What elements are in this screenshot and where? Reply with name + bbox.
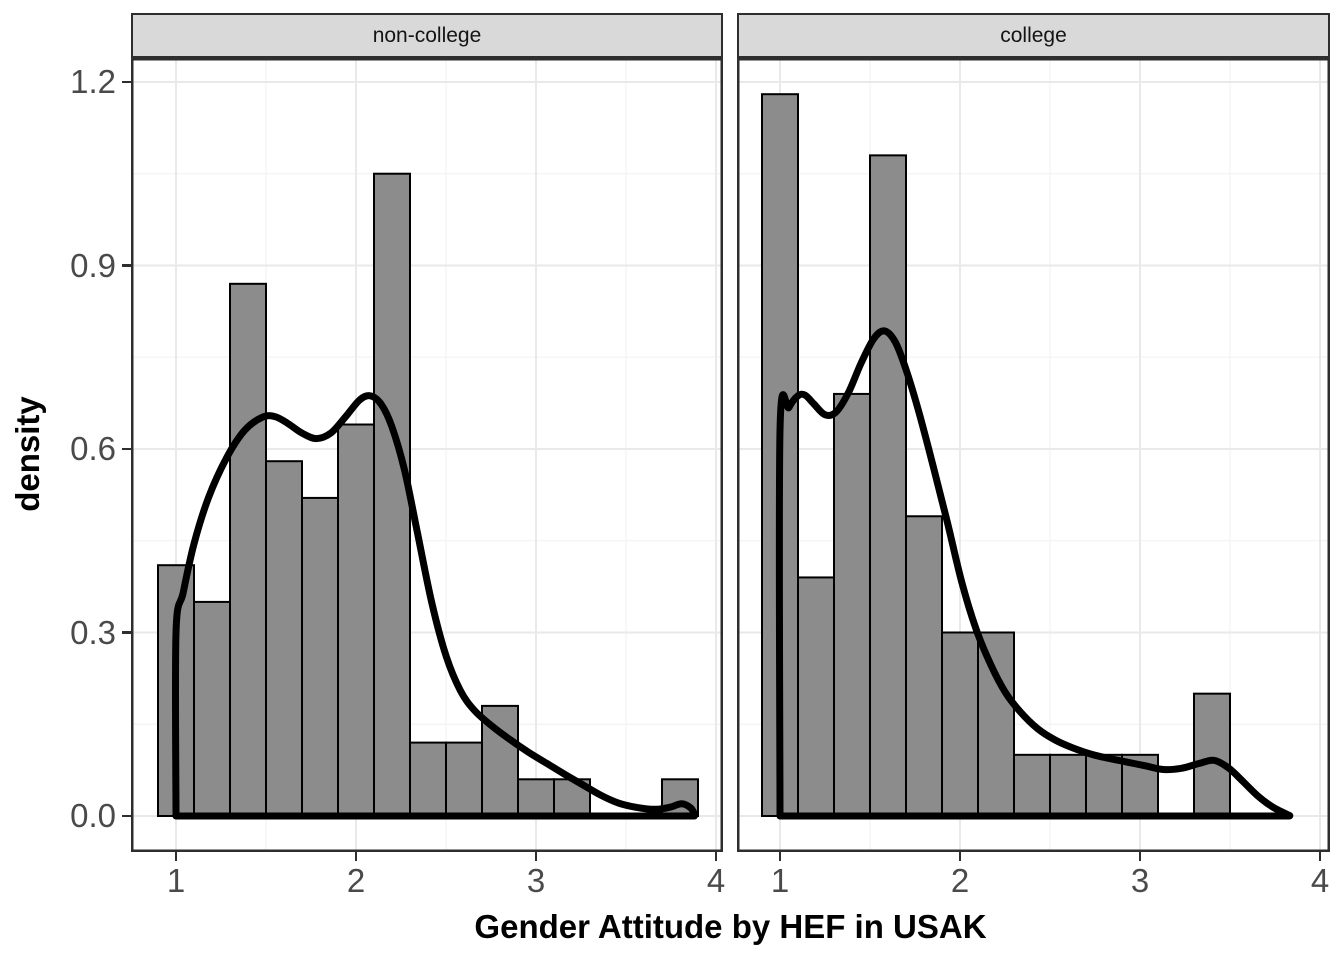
y-tick-label: 0.0 <box>70 797 116 834</box>
x-axis-tick <box>174 852 178 861</box>
facet-plot-college <box>737 58 1330 852</box>
x-tick-label: 4 <box>706 862 726 899</box>
histogram-bar <box>1049 753 1087 818</box>
histogram-bar <box>265 460 303 817</box>
x-tick-label: 2 <box>950 862 970 899</box>
density-curve <box>171 392 699 820</box>
y-axis-tick <box>122 80 131 84</box>
x-axis-title: Gender Attitude by HEF in USAK <box>474 908 987 945</box>
histogram-bar <box>517 778 555 817</box>
y-axis-tick <box>122 447 131 451</box>
x-axis-tick <box>714 852 718 861</box>
histogram-bar <box>301 496 339 817</box>
histogram-bar <box>797 576 835 818</box>
histogram-bar <box>373 172 411 817</box>
x-tick-label: 3 <box>526 862 546 899</box>
x-tick-label: 1 <box>166 862 186 899</box>
density-curve <box>775 327 1294 820</box>
x-tick-label: 4 <box>1310 862 1330 899</box>
facet-plot-non-college <box>131 58 723 852</box>
facet-strip-non-college: non-college <box>131 13 723 58</box>
histogram-bar <box>869 154 907 817</box>
facet-strip-label: non-college <box>372 23 482 47</box>
y-axis-title: density <box>9 396 46 512</box>
x-axis-tick <box>534 852 538 861</box>
panel-border <box>131 58 723 852</box>
x-axis-tick <box>1318 852 1322 861</box>
y-axis-tick <box>122 264 131 267</box>
y-axis-tick <box>122 631 131 634</box>
y-tick-label: 0.6 <box>70 430 116 467</box>
x-axis-tick <box>1138 852 1142 861</box>
facet-strip-college: college <box>737 13 1330 58</box>
histogram-bar <box>445 741 483 818</box>
y-axis-tick <box>122 814 131 818</box>
panel-border <box>737 58 1330 852</box>
histogram-bar <box>977 631 1015 817</box>
histogram-bar <box>409 741 447 818</box>
histogram-bar <box>941 631 979 817</box>
x-axis-tick <box>778 852 782 861</box>
y-tick-label: 0.3 <box>70 613 116 651</box>
histogram-bar <box>1193 692 1231 817</box>
x-tick-label: 2 <box>346 862 366 899</box>
histogram-bar <box>833 392 871 817</box>
x-tick-label: 1 <box>770 862 790 899</box>
facet-strip-label: college <box>1000 23 1067 47</box>
y-tick-label: 1.2 <box>70 63 116 100</box>
x-axis-tick <box>354 852 358 861</box>
histogram-bar <box>229 282 267 818</box>
x-tick-label: 3 <box>1130 862 1150 899</box>
y-tick-label: 0.9 <box>70 246 116 284</box>
x-axis-tick <box>958 852 962 861</box>
histogram-bar <box>1085 753 1123 818</box>
histogram-bar <box>905 515 943 817</box>
histogram-bar <box>337 423 375 817</box>
facet-panel-non-college <box>131 58 723 852</box>
facet-panel-college <box>737 58 1330 852</box>
histogram-bar <box>1013 753 1051 818</box>
histogram-bar <box>193 600 231 818</box>
